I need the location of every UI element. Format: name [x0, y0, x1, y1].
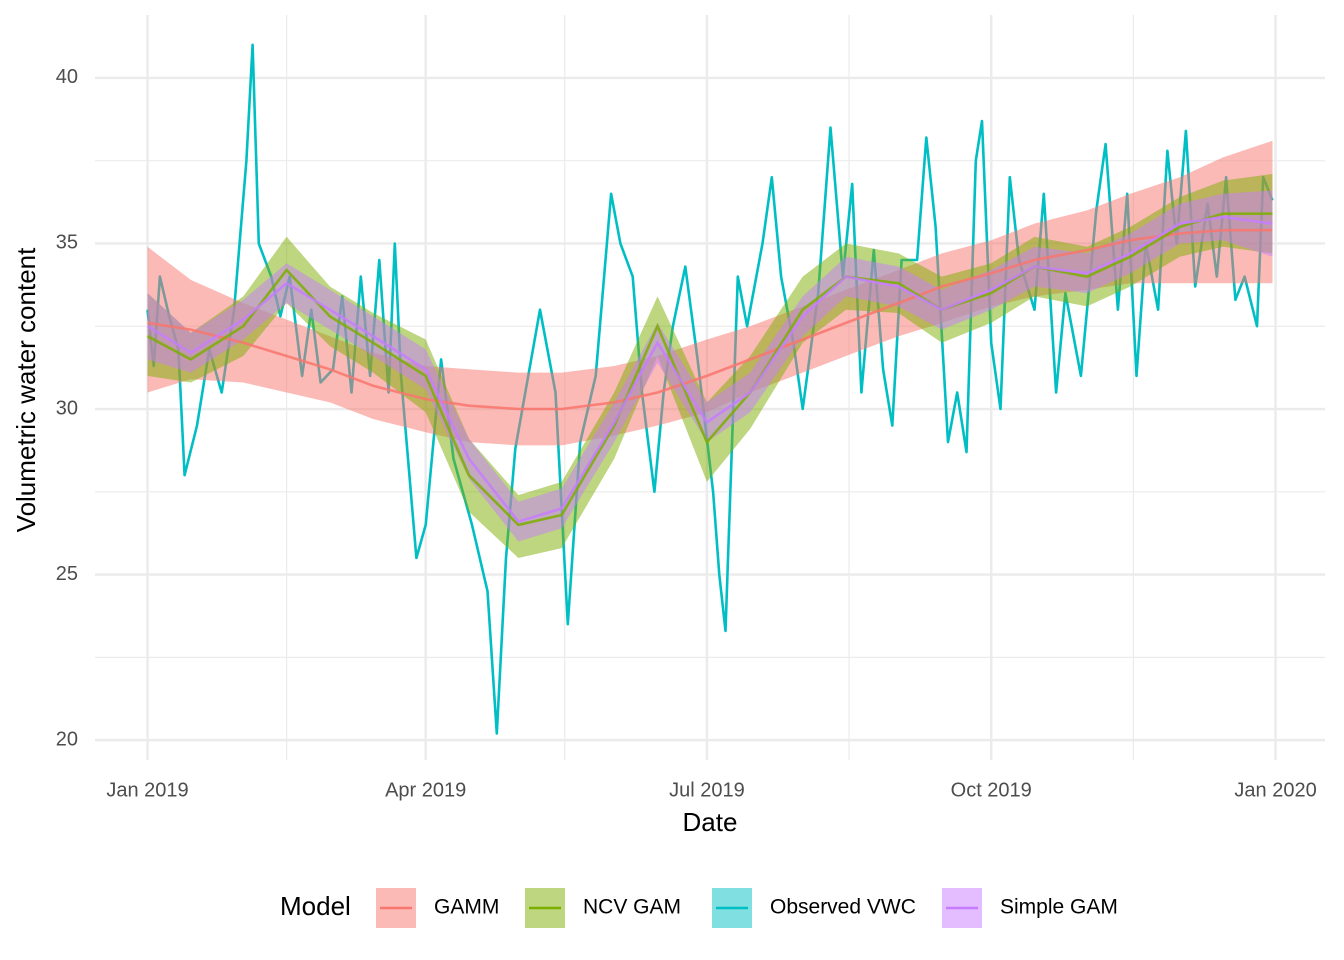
legend-label: Observed VWC [770, 896, 916, 919]
y-tick-label: 30 [56, 397, 78, 419]
legend-label: GAMM [434, 896, 499, 919]
x-tick-label: Jan 2020 [1234, 779, 1316, 801]
model-line [146, 212, 1273, 527]
x-tick-label: Jan 2019 [106, 779, 188, 801]
y-tick-label: 25 [56, 563, 78, 585]
legend-label: NCV GAM [583, 896, 681, 919]
y-tick-label: 20 [56, 728, 78, 750]
y-tick-label: 40 [56, 66, 78, 88]
y-tick-label: 35 [56, 232, 78, 254]
y-axis-title: Volumetric water content [11, 247, 41, 532]
x-axis-title: Date [683, 807, 738, 837]
legend-item: Observed VWC [712, 888, 916, 928]
legend-item: Simple GAM [942, 888, 1118, 928]
legend-item: NCV GAM [525, 888, 681, 928]
legend-label: Simple GAM [1000, 896, 1118, 919]
x-tick-label: Jul 2019 [669, 779, 745, 801]
legend-title: Model [280, 891, 351, 921]
model-line [147, 228, 1273, 411]
legend-item: GAMM [376, 888, 499, 928]
x-tick-label: Oct 2019 [951, 779, 1032, 801]
confidence-band [147, 173, 1273, 558]
model-line [146, 215, 1273, 524]
confidence-band [147, 190, 1273, 542]
x-tick-label: Apr 2019 [385, 779, 466, 801]
